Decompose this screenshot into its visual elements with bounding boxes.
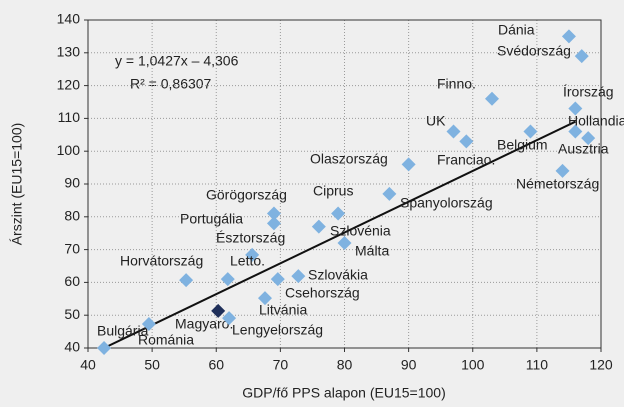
y-tick-label: 50 <box>64 306 80 322</box>
point-label: Belgium <box>497 137 548 153</box>
x-tick-label: 80 <box>337 357 353 373</box>
point-label: Csehország <box>285 285 360 301</box>
x-tick-label: 120 <box>589 357 613 373</box>
point <box>561 29 576 44</box>
point <box>97 341 112 355</box>
point <box>581 131 596 146</box>
point <box>266 206 281 221</box>
point-label: Lengyelország <box>232 322 323 338</box>
point <box>245 247 260 262</box>
point-label: Portugália <box>180 211 243 227</box>
point-label: Letto. <box>230 253 265 269</box>
plot-frame <box>87 19 602 349</box>
point-label: Finno. <box>437 76 476 92</box>
y-tick-label: 140 <box>57 11 81 27</box>
x-tick-label: 50 <box>144 357 160 373</box>
x-axis-title: GDP/fő PPS alapon (EU15=100) <box>242 385 446 401</box>
point-label: Észtország <box>216 230 285 246</box>
point-label: Ciprus <box>313 183 353 199</box>
point <box>568 101 583 116</box>
x-tick-label: 100 <box>461 357 485 373</box>
point-label: Horvátország <box>120 253 203 269</box>
x-tick-label: 60 <box>208 357 224 373</box>
point <box>523 124 538 139</box>
x-tick-label: 110 <box>526 357 549 373</box>
y-tick-label: 130 <box>57 44 81 60</box>
point <box>331 206 346 221</box>
point-label: Litvánia <box>259 302 307 318</box>
point-label: Franciao. <box>437 152 495 168</box>
point-label: Olaszország <box>310 151 388 167</box>
point <box>574 49 589 64</box>
point-label: Bulgária <box>97 323 149 339</box>
point <box>291 269 306 284</box>
point <box>459 134 474 149</box>
point-label: Hollandia <box>568 113 624 129</box>
point <box>484 91 499 106</box>
point <box>266 216 281 231</box>
point <box>555 163 570 178</box>
point-label: Ausztria <box>558 141 609 157</box>
trendline <box>103 120 576 349</box>
point <box>270 272 285 287</box>
point-label: Magyaro. <box>175 316 233 332</box>
point-label: Románia <box>138 332 194 348</box>
x-tick-label: 40 <box>80 357 96 373</box>
point <box>220 272 235 287</box>
y-tick-label: 100 <box>57 142 81 158</box>
point-label: Szlovákia <box>308 267 368 283</box>
y-tick-label: 60 <box>64 273 80 289</box>
y-tick-label: 40 <box>64 339 80 355</box>
y-axis-title: Árszint (EU15=100) <box>9 123 25 246</box>
point-label: Írország <box>563 84 614 100</box>
point <box>446 124 461 139</box>
y-tick-label: 110 <box>58 109 81 125</box>
point <box>382 186 397 201</box>
y-tick-label: 80 <box>64 208 80 224</box>
point-label: Svédország <box>497 43 571 59</box>
r-squared: R² = 0,86307 <box>130 76 212 92</box>
point-label: Szlovénia <box>330 223 391 239</box>
point <box>311 219 326 234</box>
point <box>211 303 226 318</box>
point-label: Görögország <box>206 187 287 203</box>
point <box>568 124 583 139</box>
point-label: Málta <box>355 243 389 259</box>
y-tick-label: 90 <box>64 175 80 191</box>
point <box>337 236 352 251</box>
point <box>141 317 156 332</box>
point <box>222 311 237 326</box>
point-label: Németország <box>516 176 599 192</box>
point <box>179 273 194 288</box>
point-label: Dánia <box>498 22 535 38</box>
x-tick-label: 90 <box>401 357 417 373</box>
x-tick-label: 70 <box>273 357 289 373</box>
point-label: UK <box>426 113 446 129</box>
point <box>401 157 416 172</box>
equation: y = 1,0427x – 4,306 <box>115 53 239 69</box>
y-tick-label: 120 <box>57 76 81 92</box>
point <box>257 291 272 306</box>
point-label: Spanyolország <box>400 195 493 211</box>
y-tick-label: 70 <box>64 240 80 256</box>
